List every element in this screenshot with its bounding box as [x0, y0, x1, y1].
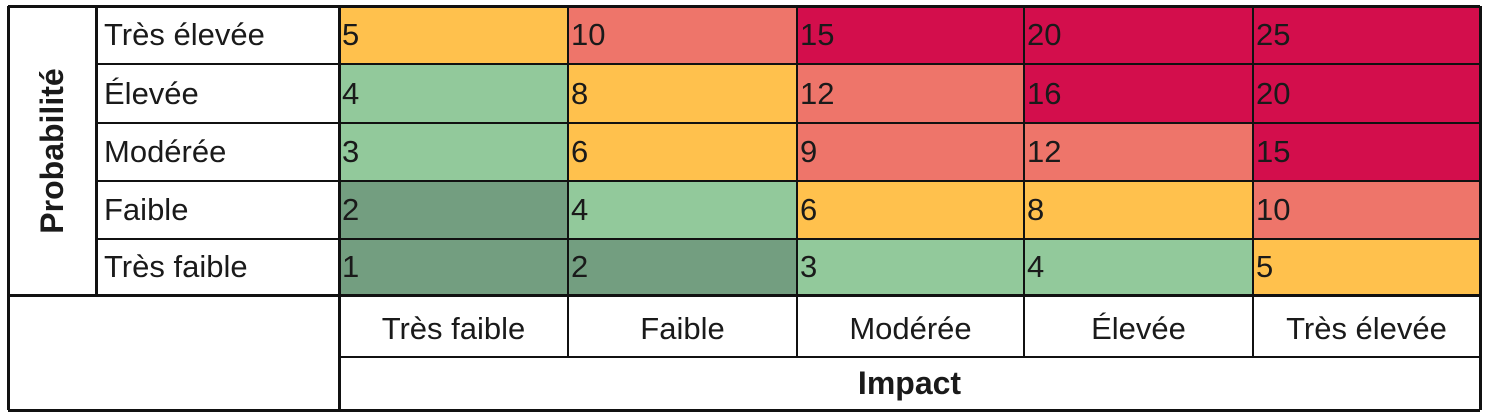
matrix-cell: 9	[797, 123, 1024, 181]
matrix-cell: 6	[568, 123, 797, 181]
grid-line	[339, 356, 1480, 358]
grid-line	[7, 6, 10, 410]
grid-line	[96, 122, 1480, 124]
matrix-cell: 3	[797, 239, 1024, 295]
matrix-cell: 5	[1253, 239, 1480, 295]
matrix-cell: 20	[1024, 6, 1253, 64]
risk-matrix: Probabilité Impact Très élevée 5 10 15 20 25 É…	[7, 5, 1482, 412]
matrix-cell: 10	[568, 6, 797, 64]
grid-line	[567, 6, 569, 357]
row-label: Élevée	[104, 76, 199, 111]
column-label: Faible	[640, 311, 725, 346]
matrix-cell: 15	[797, 6, 1024, 64]
matrix-cell: 16	[1024, 64, 1253, 123]
matrix-cell: 15	[1253, 123, 1480, 181]
matrix-cell: 2	[339, 181, 568, 239]
grid-line	[96, 238, 1480, 240]
grid-line	[1252, 6, 1254, 357]
grid-line	[96, 63, 1480, 65]
row-label: Faible	[104, 192, 189, 227]
matrix-cell: 4	[568, 181, 797, 239]
grid-line	[338, 6, 341, 410]
grid-line	[96, 180, 1480, 182]
grid-line	[8, 409, 1480, 412]
y-axis-title: Probabilité	[34, 68, 70, 234]
matrix-cell: 3	[339, 123, 568, 181]
column-label: Modérée	[849, 311, 972, 346]
matrix-cell: 10	[1253, 181, 1480, 239]
row-label: Très faible	[104, 249, 248, 284]
grid-line	[8, 294, 1480, 297]
matrix-cell: 8	[568, 64, 797, 123]
x-axis-title: Impact	[857, 365, 962, 401]
matrix-cell: 4	[1024, 239, 1253, 295]
row-label: Très élevée	[104, 17, 265, 52]
matrix-cell: 6	[797, 181, 1024, 239]
row-label: Modérée	[104, 134, 227, 169]
grid-line	[796, 6, 798, 357]
grid-line	[8, 5, 1480, 8]
matrix-cell: 5	[339, 6, 568, 64]
column-label: Très élevée	[1286, 311, 1447, 346]
column-label: Très faible	[381, 311, 526, 346]
grid-line	[1023, 6, 1025, 357]
column-label: Élevée	[1091, 311, 1186, 346]
matrix-cell: 12	[1024, 123, 1253, 181]
matrix-cell: 1	[339, 239, 568, 295]
matrix-cell: 20	[1253, 64, 1480, 123]
matrix-cell: 8	[1024, 181, 1253, 239]
matrix-cell: 25	[1253, 6, 1480, 64]
matrix-cell: 12	[797, 64, 1024, 123]
grid-line	[95, 6, 98, 295]
matrix-cell: 2	[568, 239, 797, 295]
matrix-cell: 4	[339, 64, 568, 123]
grid-line	[1479, 6, 1482, 410]
